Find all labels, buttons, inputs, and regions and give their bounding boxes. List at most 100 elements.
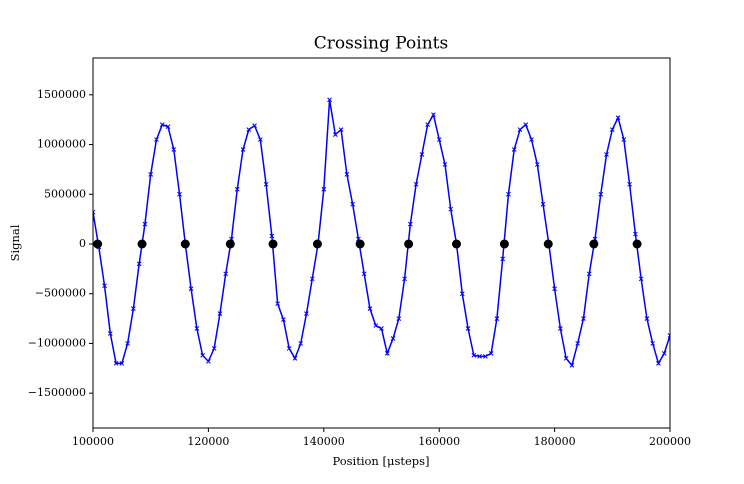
marker — [621, 137, 627, 142]
marker — [506, 191, 511, 197]
marker — [552, 286, 557, 292]
marker — [131, 306, 136, 311]
marker — [667, 333, 670, 338]
y-tick-label: 1500000 — [37, 88, 86, 101]
marker — [589, 239, 599, 249]
marker — [384, 351, 390, 356]
marker — [575, 341, 581, 346]
marker — [142, 221, 148, 227]
x-tick-label: 160000 — [418, 435, 460, 448]
marker — [558, 326, 563, 331]
marker — [252, 123, 257, 128]
marker — [361, 271, 367, 277]
marker — [107, 331, 113, 336]
marker — [225, 239, 235, 249]
y-tick-label: 500000 — [44, 187, 86, 200]
marker — [240, 147, 246, 152]
x-tick-label: 140000 — [303, 435, 345, 448]
marker — [304, 311, 309, 316]
marker — [644, 316, 650, 321]
marker — [367, 306, 373, 311]
marker — [102, 283, 107, 289]
marker — [471, 353, 477, 358]
marker — [93, 209, 96, 215]
marker — [425, 122, 431, 127]
marker — [171, 147, 177, 152]
marker — [194, 326, 200, 331]
marker — [609, 127, 615, 132]
marker — [312, 239, 322, 249]
marker — [154, 137, 159, 142]
marker — [413, 181, 419, 187]
marker — [188, 286, 194, 292]
marker — [93, 239, 103, 249]
marker — [321, 186, 327, 192]
marker — [113, 360, 119, 366]
marker — [436, 137, 442, 142]
marker — [200, 353, 205, 358]
marker — [604, 152, 609, 157]
marker — [246, 127, 252, 132]
y-tick-label: −1000000 — [28, 336, 86, 349]
y-tick-label: 1000000 — [37, 138, 86, 151]
y-tick-label: −500000 — [35, 287, 86, 300]
marker — [298, 341, 304, 346]
marker — [431, 112, 436, 118]
x-tick-label: 100000 — [72, 435, 114, 448]
marker — [292, 356, 298, 361]
marker — [327, 97, 332, 103]
y-tick-label: 0 — [79, 237, 86, 250]
marker — [563, 356, 569, 361]
marker — [407, 221, 413, 227]
marker — [257, 137, 263, 142]
marker — [499, 239, 509, 249]
marker — [517, 127, 523, 132]
marker — [442, 162, 448, 167]
marker — [638, 276, 644, 282]
marker — [615, 115, 621, 121]
x-axis-label: Position [μsteps] — [332, 454, 429, 468]
marker — [586, 271, 592, 277]
marker — [540, 201, 546, 207]
marker — [269, 233, 275, 239]
marker — [402, 276, 407, 282]
marker — [136, 261, 142, 267]
marker — [217, 311, 223, 316]
marker — [581, 316, 586, 321]
marker — [159, 122, 165, 127]
marker — [286, 346, 292, 351]
marker — [338, 127, 344, 132]
marker — [309, 276, 315, 282]
marker — [448, 206, 454, 212]
y-axis-label: Signal — [8, 224, 22, 261]
marker — [483, 354, 488, 359]
marker — [534, 162, 540, 167]
chart-title: Crossing Points — [314, 34, 448, 54]
marker — [275, 301, 280, 307]
marker — [234, 186, 240, 192]
marker — [355, 239, 365, 249]
marker — [119, 360, 125, 366]
y-tick-label: −1500000 — [28, 386, 86, 399]
marker — [661, 351, 667, 356]
marker — [656, 360, 661, 366]
marker — [500, 256, 506, 262]
marker — [452, 239, 462, 249]
marker — [344, 172, 350, 177]
marker — [211, 346, 217, 351]
marker — [125, 341, 130, 346]
series-line — [93, 99, 670, 367]
marker — [268, 239, 278, 249]
marker — [569, 362, 575, 368]
marker — [488, 351, 494, 356]
marker — [137, 239, 147, 249]
marker — [177, 191, 182, 197]
marker — [390, 336, 396, 341]
marker — [459, 291, 465, 297]
marker — [477, 354, 482, 359]
marker — [523, 122, 529, 127]
marker — [223, 271, 229, 277]
x-tick-label: 200000 — [649, 435, 691, 448]
plot-area — [93, 97, 670, 368]
marker — [529, 137, 534, 142]
